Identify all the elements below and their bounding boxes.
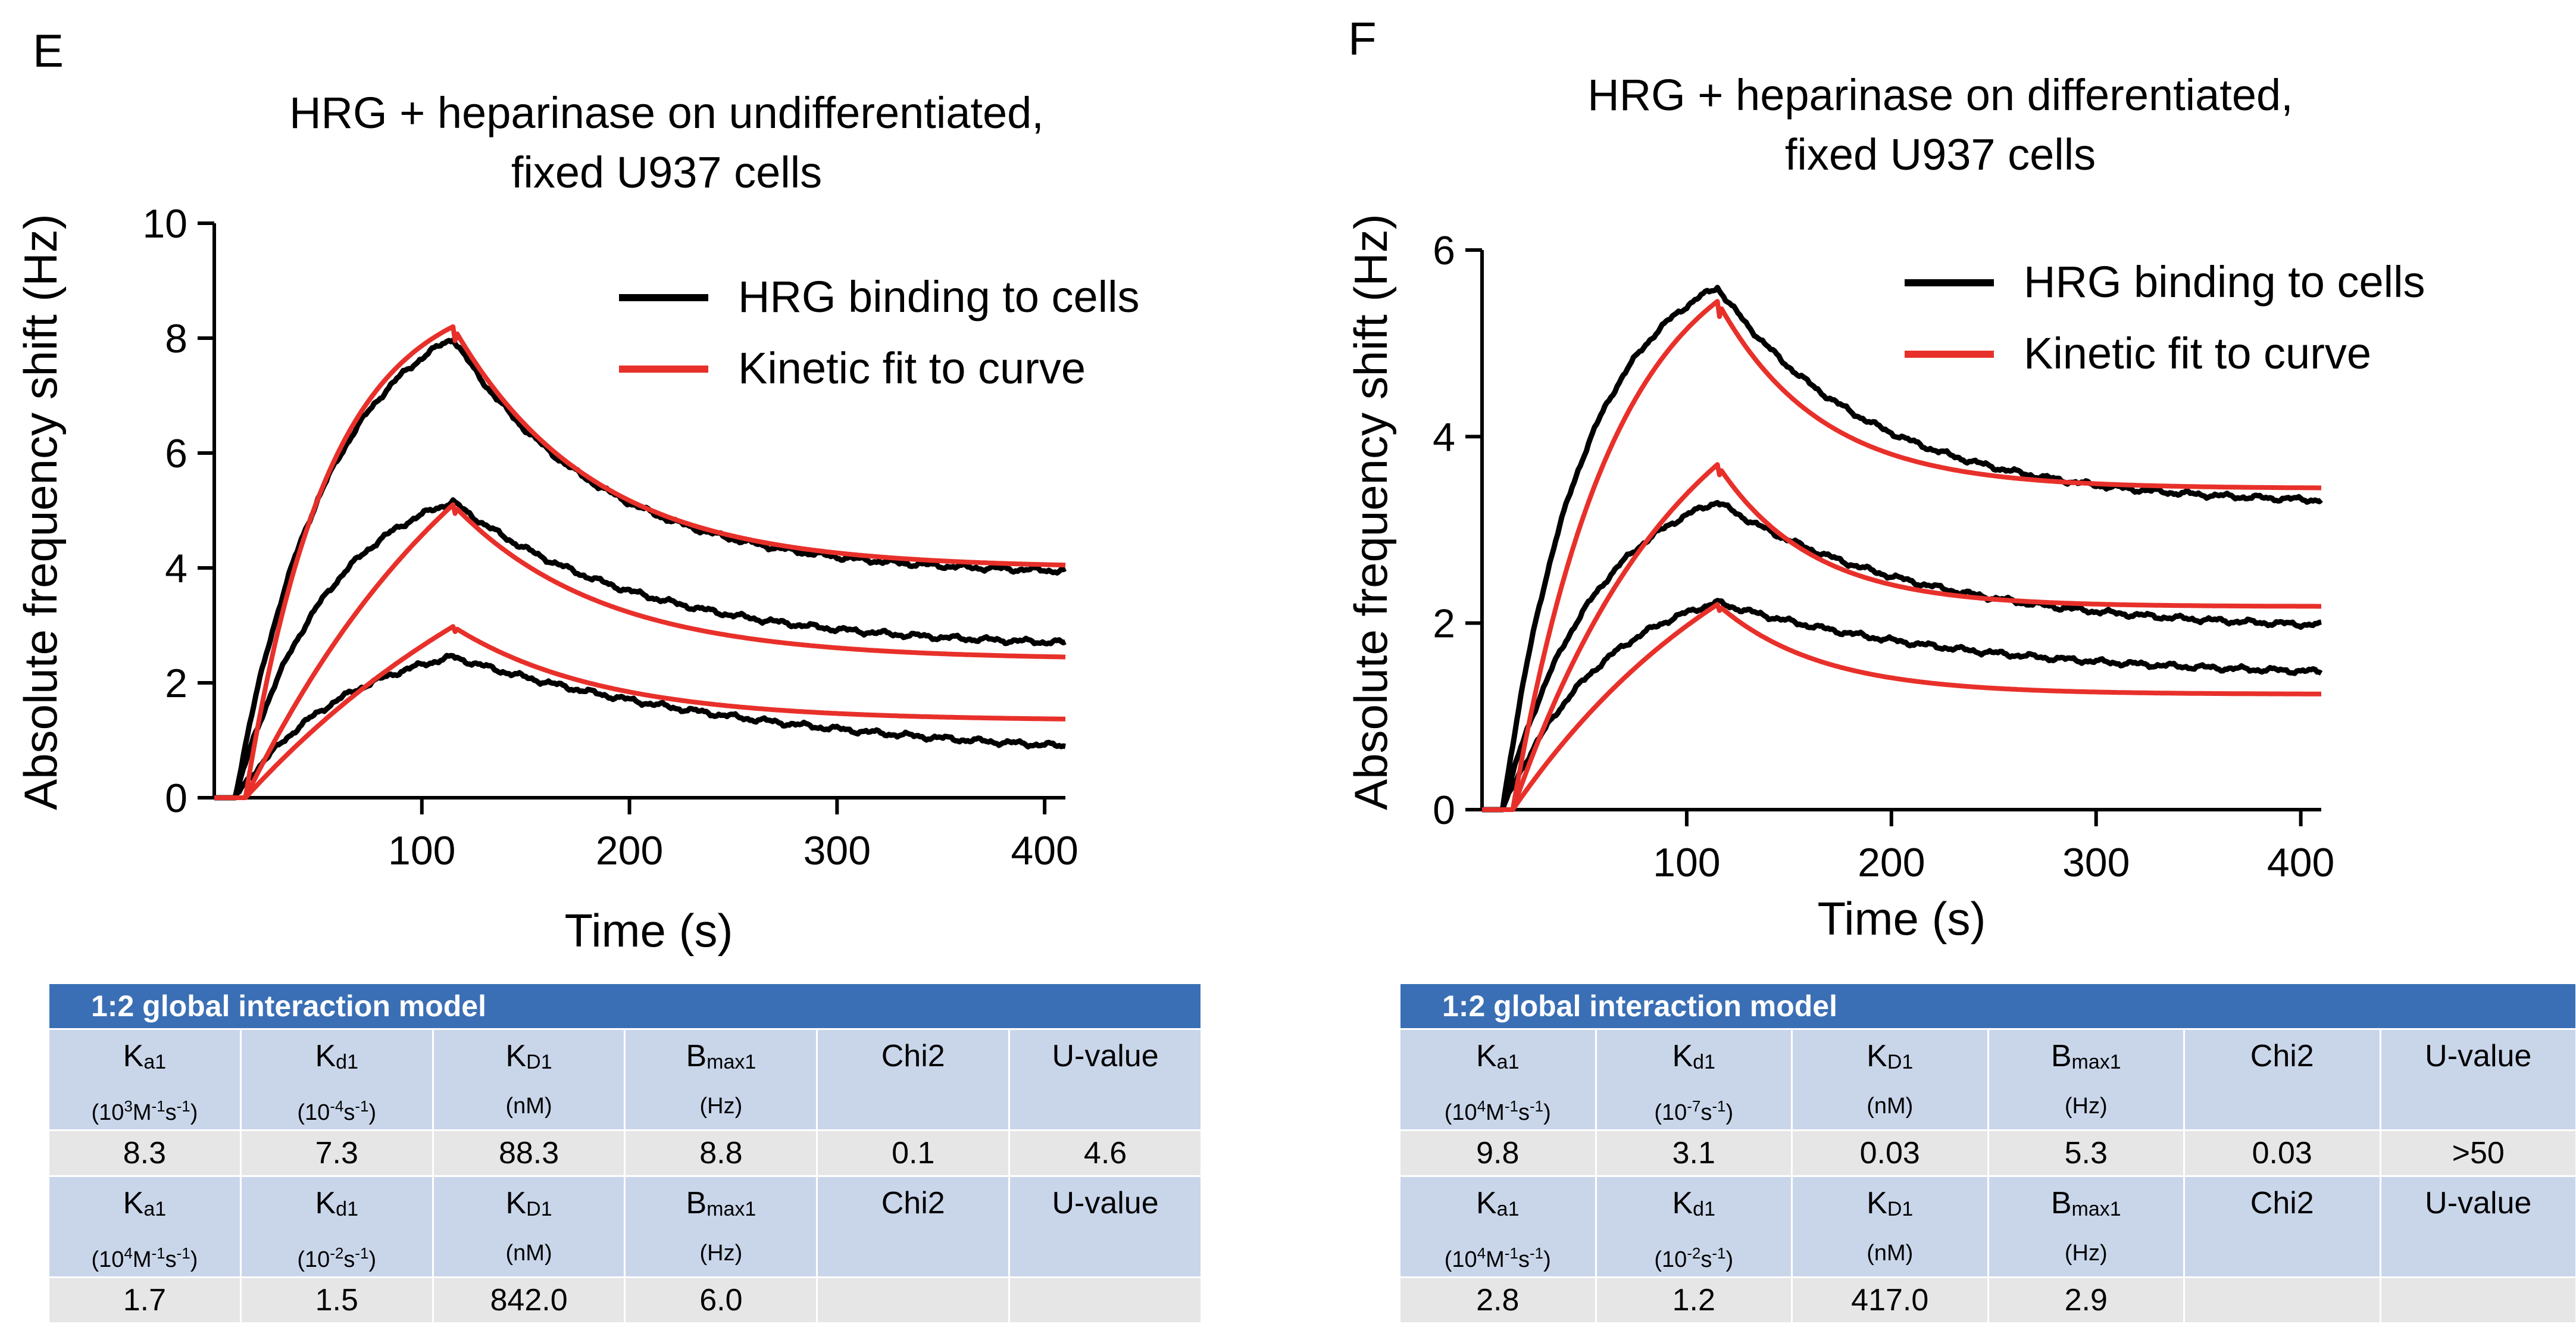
table-value-cell: 3.1 bbox=[1596, 1131, 1792, 1176]
y-tick-label: 0 bbox=[1433, 788, 1455, 833]
table-head-row: Ka1(104M-1s-1)Kd1(10-2s-1)KD1(nM)Bmax1(H… bbox=[49, 1176, 1202, 1278]
table-head-cell: Kd1(10-7s-1) bbox=[1596, 1029, 1792, 1131]
table-head-cell: Bmax1(Hz) bbox=[625, 1176, 817, 1278]
y-axis-label: Absolute frequency shift (Hz) bbox=[1345, 214, 1397, 810]
fit-curve bbox=[214, 327, 1065, 798]
table-head-cell: Chi2 bbox=[817, 1176, 1009, 1278]
x-axis-label: Time (s) bbox=[564, 904, 733, 957]
table-head-cell: Bmax1(Hz) bbox=[625, 1029, 817, 1131]
legend-label-data: HRG binding to cells bbox=[2024, 257, 2425, 307]
table-head-cell: KD1(nM) bbox=[1792, 1176, 1989, 1278]
y-tick-label: 4 bbox=[165, 546, 187, 591]
data-curve bbox=[1482, 601, 2321, 810]
table-head-row: Ka1(104M-1s-1)Kd1(10-7s-1)KD1(nM)Bmax1(H… bbox=[1400, 1029, 2576, 1131]
table-head-cell: U-value bbox=[1009, 1176, 1202, 1278]
table-head-cell: Kd1(10-4s-1) bbox=[240, 1029, 433, 1131]
chart-e: 0 2 4 6 8 10 100 200 300 400 Time (s) Absolute freq… bbox=[14, 201, 1140, 957]
table-head-cell: Ka1(104M-1s-1) bbox=[1400, 1029, 1596, 1131]
table-head-cell: Chi2 bbox=[2184, 1176, 2381, 1278]
x-tick-label: 300 bbox=[804, 828, 871, 873]
table-head-cell: Bmax1(Hz) bbox=[1988, 1176, 2184, 1278]
table-value-cell: 0.03 bbox=[1792, 1131, 1989, 1176]
table-head-cell: KD1(nM) bbox=[1792, 1029, 1989, 1131]
fit-curve bbox=[1482, 464, 2321, 810]
data-curve bbox=[214, 341, 1065, 798]
y-tick-label: 4 bbox=[1433, 414, 1455, 460]
legend: HRG binding to cells Kinetic fit to curve bbox=[619, 272, 1140, 393]
x-tick-label: 400 bbox=[2267, 840, 2334, 885]
chart-f: 0 2 4 6 100 200 300 400 Time (s) Absolute frequen… bbox=[1345, 214, 2425, 945]
y-tick-label: 0 bbox=[165, 776, 187, 821]
y-tick-label: 2 bbox=[1433, 601, 1455, 647]
table-title: 1:2 global interaction model bbox=[1400, 983, 2576, 1029]
table-head-row: Ka1(104M-1s-1)Kd1(10-2s-1)KD1(nM)Bmax1(H… bbox=[1400, 1176, 2576, 1278]
table-value-cell: >50 bbox=[2380, 1131, 2576, 1176]
data-curve bbox=[214, 655, 1065, 798]
table-title: 1:2 global interaction model bbox=[49, 983, 1202, 1029]
x-tick-label: 200 bbox=[1858, 840, 1925, 885]
table-head-cell: Chi2 bbox=[2184, 1029, 2381, 1131]
x-tick-label: 100 bbox=[388, 828, 455, 873]
table-value-cell: 88.3 bbox=[433, 1131, 625, 1176]
charts-canvas: 0 2 4 6 8 10 100 200 300 400 Time (s) Absolute freq… bbox=[0, 0, 2576, 964]
table-value-cell: 8.8 bbox=[625, 1131, 817, 1176]
table-head-cell: Ka1(103M-1s-1) bbox=[49, 1029, 241, 1131]
y-tick-label: 8 bbox=[165, 316, 187, 361]
table-value-cell: 7.3 bbox=[240, 1131, 433, 1176]
y-tick-label: 6 bbox=[1433, 228, 1455, 273]
x-tick-label: 300 bbox=[2062, 840, 2130, 885]
x-tick-label: 400 bbox=[1011, 828, 1078, 873]
table-value-cell: 0.1 bbox=[817, 1131, 1009, 1176]
table-head-cell: KD1(nM) bbox=[433, 1176, 625, 1278]
table-head-cell: Ka1(104M-1s-1) bbox=[49, 1176, 241, 1278]
table-head-cell: Ka1(104M-1s-1) bbox=[1400, 1176, 1596, 1278]
data-curve bbox=[214, 500, 1065, 798]
legend-label-data: HRG binding to cells bbox=[738, 272, 1140, 321]
table-head-cell: U-value bbox=[2380, 1029, 2576, 1131]
fit-curve bbox=[214, 505, 1065, 798]
legend-label-fit: Kinetic fit to curve bbox=[2024, 329, 2371, 378]
y-tick-label: 6 bbox=[165, 431, 187, 476]
table-value-cell: 9.8 bbox=[1400, 1131, 1596, 1176]
table-value-cell: 0.03 bbox=[2184, 1131, 2381, 1176]
table-head-row: Ka1(103M-1s-1)Kd1(10-4s-1)KD1(nM)Bmax1(H… bbox=[49, 1029, 1202, 1131]
x-axis-label: Time (s) bbox=[1817, 892, 1986, 945]
table-head-cell: KD1(nM) bbox=[433, 1029, 625, 1131]
legend-label-fit: Kinetic fit to curve bbox=[738, 344, 1086, 393]
table-head-cell: Kd1(10-2s-1) bbox=[240, 1176, 433, 1278]
table-value-cell: 4.6 bbox=[1009, 1131, 1202, 1176]
table-head-cell: U-value bbox=[1009, 1029, 1202, 1131]
fit-curve bbox=[1482, 604, 2321, 810]
table-value-cell: 5.3 bbox=[1988, 1131, 2184, 1176]
legend: HRG binding to cells Kinetic fit to curve bbox=[1905, 257, 2425, 378]
table-value-cell: 8.3 bbox=[49, 1131, 241, 1176]
table-head-cell: U-value bbox=[2380, 1176, 2576, 1278]
y-axis-label: Absolute frequency shift (Hz) bbox=[14, 214, 67, 810]
y-tick-label: 2 bbox=[165, 661, 187, 706]
x-tick-label: 200 bbox=[596, 828, 663, 873]
table-head-cell: Bmax1(Hz) bbox=[1988, 1029, 2184, 1131]
y-tick-label: 10 bbox=[142, 201, 187, 246]
table-head-cell: Chi2 bbox=[817, 1029, 1009, 1131]
table-head-cell: Kd1(10-2s-1) bbox=[1596, 1176, 1792, 1278]
x-tick-label: 100 bbox=[1653, 840, 1720, 885]
